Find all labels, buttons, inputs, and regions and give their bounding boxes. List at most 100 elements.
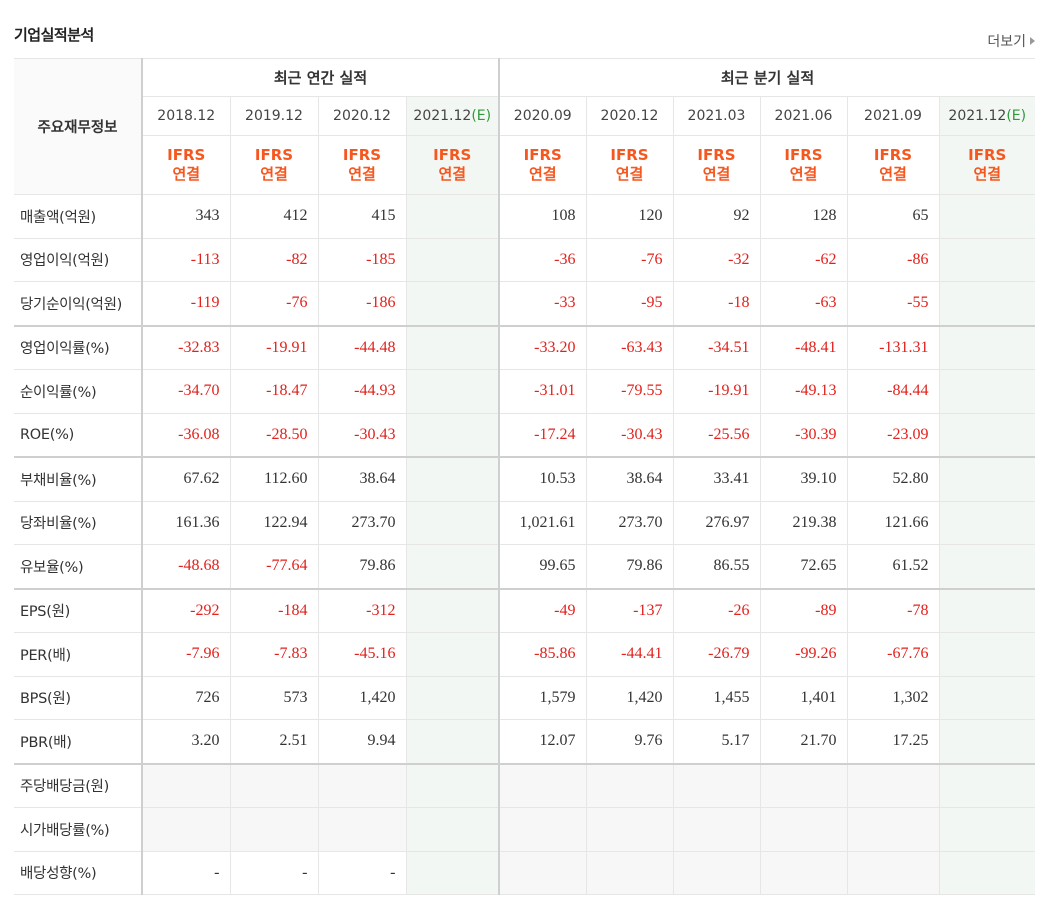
table-cell: -34.51 — [672, 324, 761, 370]
table-cell — [405, 675, 500, 720]
table-cell: -63.43 — [585, 324, 674, 370]
accounting-type[interactable]: IFRS 연결 — [141, 135, 231, 195]
table-cell: -19.91 — [229, 324, 319, 370]
table-cell — [938, 544, 1036, 589]
accounting-type[interactable]: IFRS 연결 — [938, 135, 1036, 195]
table-cell: 412 — [229, 194, 319, 239]
row-header-label: 주요재무정보 — [14, 58, 143, 195]
accounting-type[interactable]: IFRS 연결 — [498, 135, 587, 195]
table-cell: -33.20 — [498, 324, 587, 370]
accounting-type[interactable]: IFRS 연결 — [846, 135, 940, 195]
table-cell — [405, 456, 500, 502]
table-cell — [405, 850, 500, 895]
table-cell: 219.38 — [759, 500, 848, 545]
row-label: 부채비율(%) — [14, 456, 143, 502]
table-cell: -45.16 — [317, 632, 407, 677]
table-cell: -76 — [229, 281, 319, 326]
table-cell: 276.97 — [672, 500, 761, 545]
table-row: 시가배당률(%) — [14, 807, 1036, 852]
table-cell — [405, 324, 500, 370]
row-label: 순이익률(%) — [14, 369, 143, 414]
table-cell: -44.41 — [585, 632, 674, 677]
table-row: EPS(원) -292 -184 -312 -49 -137 -26 -89 -78 — [14, 587, 1036, 633]
table-cell: -89 — [759, 587, 848, 633]
period-label: 2021.03 — [687, 108, 746, 124]
row-label: 유보율(%) — [14, 544, 143, 589]
table-cell — [938, 762, 1036, 808]
table-cell: -49.13 — [759, 369, 848, 414]
table-cell — [938, 719, 1036, 764]
table-row: 영업이익률(%) -32.83 -19.91 -44.48 -33.20 -63.43 -3… — [14, 324, 1036, 370]
table-cell: -76 — [585, 237, 674, 282]
table-cell — [317, 807, 407, 852]
period-header: 2019.12 — [229, 96, 319, 136]
table-cell: 61.52 — [846, 544, 940, 589]
table-cell — [938, 850, 1036, 895]
table-cell: -137 — [585, 587, 674, 633]
accounting-type[interactable]: IFRS 연결 — [672, 135, 761, 195]
financial-table: 주요재무정보 최근 연간 실적 최근 분기 실적 2018.12 2019.12 2020… — [14, 58, 1036, 895]
table-cell: 10.53 — [498, 456, 587, 502]
table-cell: -186 — [317, 281, 407, 326]
quarterly-group-header: 최근 분기 실적 — [498, 58, 1036, 97]
table-cell: -36.08 — [141, 412, 231, 458]
table-row: ROE(%) -36.08 -28.50 -30.43 -17.24 -30.43 -25.… — [14, 412, 1036, 458]
table-cell: -19.91 — [672, 369, 761, 414]
table-cell: -25.56 — [672, 412, 761, 458]
consolidated-label: 연결 — [615, 165, 644, 183]
accounting-type[interactable]: IFRS 연결 — [317, 135, 407, 195]
table-cell: -49 — [498, 587, 587, 633]
table-cell: 17.25 — [846, 719, 940, 764]
row-label: 영업이익(억원) — [14, 237, 143, 282]
consolidated-label: 연결 — [438, 165, 467, 183]
accounting-type[interactable]: IFRS 연결 — [759, 135, 848, 195]
table-cell — [585, 807, 674, 852]
table-cell: 1,420 — [585, 675, 674, 720]
annual-group-header: 최근 연간 실적 — [141, 58, 500, 97]
table-cell — [938, 412, 1036, 458]
consolidated-label: 연결 — [260, 165, 288, 183]
period-label: 2019.12 — [245, 108, 303, 124]
more-link[interactable]: 더보기 — [987, 31, 1035, 51]
table-cell — [141, 762, 231, 808]
table-cell — [938, 194, 1036, 239]
table-cell: 99.65 — [498, 544, 587, 589]
table-cell — [405, 194, 500, 239]
table-cell: -86 — [846, 237, 940, 282]
accounting-type[interactable]: IFRS 연결 — [585, 135, 674, 195]
table-cell: 9.76 — [585, 719, 674, 764]
period-label: 2021.09 — [864, 108, 922, 124]
consolidated-label: 연결 — [879, 165, 907, 183]
period-header: 2020.12 — [317, 96, 407, 136]
period-label: 2020.12 — [600, 108, 659, 124]
table-cell — [938, 500, 1036, 545]
estimate-marker: (E) — [471, 108, 492, 124]
table-cell: 92 — [672, 194, 761, 239]
table-cell: -30.43 — [585, 412, 674, 458]
table-cell: 38.64 — [317, 456, 407, 502]
table-cell — [405, 587, 500, 633]
table-cell — [405, 237, 500, 282]
accounting-type[interactable]: IFRS 연결 — [405, 135, 500, 195]
ifrs-label: IFRS — [342, 146, 382, 164]
table-cell: -82 — [229, 237, 319, 282]
table-cell: 122.94 — [229, 500, 319, 545]
table-cell: 39.10 — [759, 456, 848, 502]
more-link-label: 더보기 — [987, 34, 1026, 50]
table-row: 부채비율(%) 67.62 112.60 38.64 10.53 38.64 33.41 39… — [14, 456, 1036, 502]
ifrs-label: IFRS — [254, 146, 294, 164]
table-cell: -7.96 — [141, 632, 231, 677]
table-cell: -36 — [498, 237, 587, 282]
table-cell: -44.48 — [317, 324, 407, 370]
accounting-type[interactable]: IFRS 연결 — [229, 135, 319, 195]
table-row: 순이익률(%) -34.70 -18.47 -44.93 -31.01 -79.55 -19… — [14, 369, 1036, 414]
period-header: 2021.12(E) — [405, 96, 500, 136]
table-cell: -63 — [759, 281, 848, 326]
table-cell — [405, 281, 500, 326]
table-cell — [938, 324, 1036, 370]
ifrs-label: IFRS — [784, 146, 823, 164]
table-cell: - — [141, 850, 231, 895]
period-header: 2020.12 — [585, 96, 674, 136]
table-cell: 120 — [585, 194, 674, 239]
ifrs-label: IFRS — [697, 146, 736, 164]
